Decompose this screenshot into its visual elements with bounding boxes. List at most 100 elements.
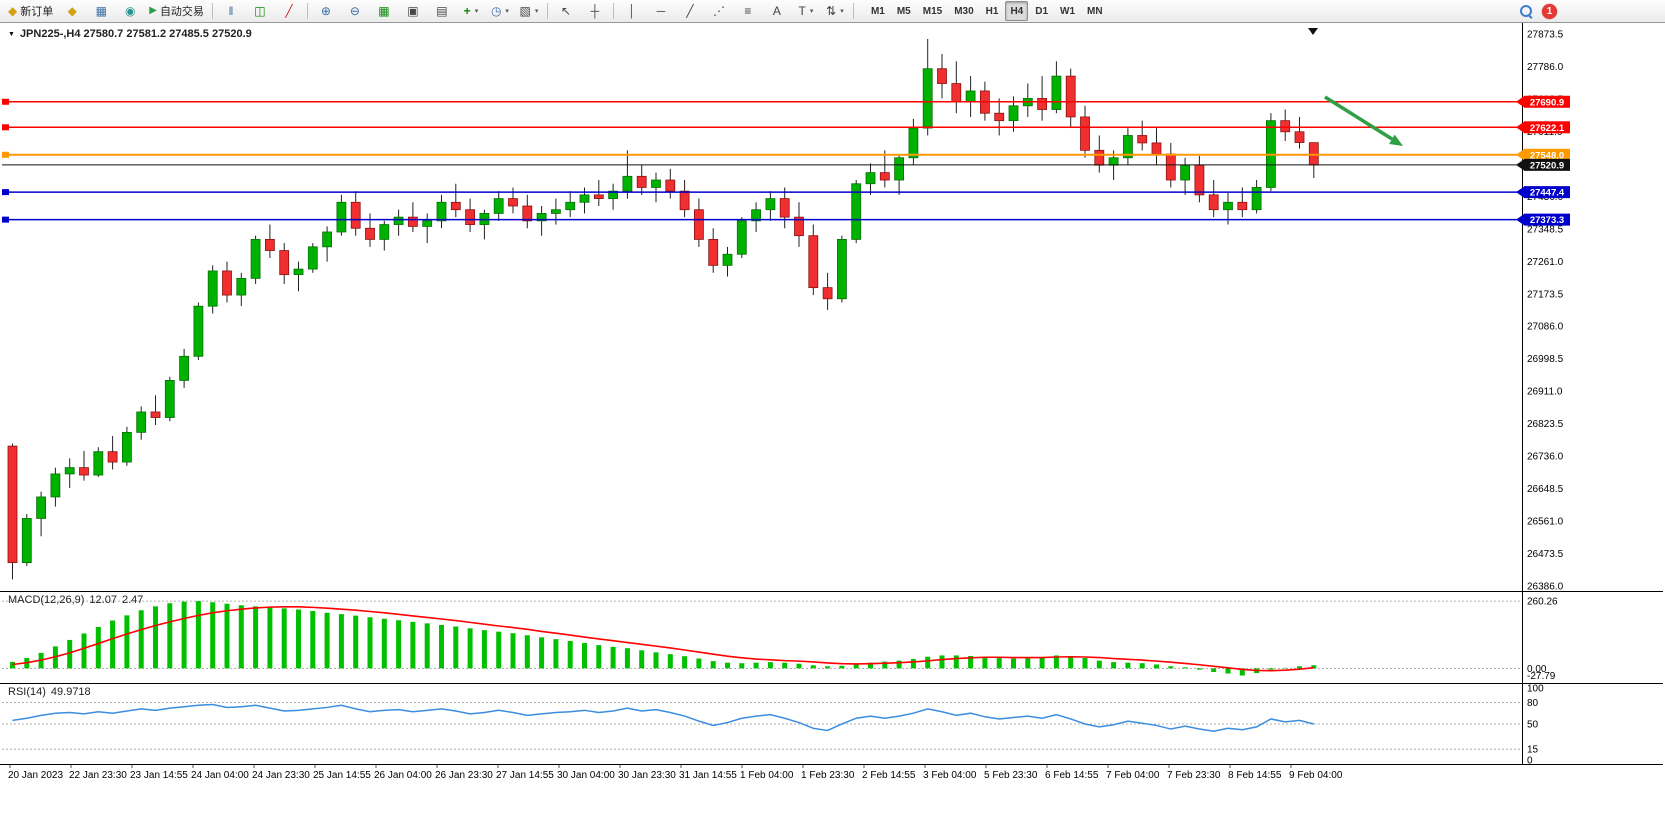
chevron-down-icon: ▾ (840, 8, 844, 15)
data-window-button[interactable]: ▦ (87, 1, 115, 22)
fibonacci-button[interactable]: ≡ (734, 1, 762, 22)
candle-body (665, 179, 676, 192)
time-label: 9 Feb 04:00 (1289, 770, 1343, 781)
candle-body (1180, 164, 1190, 181)
timeframe-m1-button[interactable]: M1 (870, 5, 885, 17)
line-left-marker[interactable] (2, 98, 9, 105)
symbol-ohlc-text: JPN225-,H4 27580.7 27581.2 27485.5 27520… (19, 28, 252, 40)
rsi-scale-label: 100 (1527, 684, 1544, 695)
timeframe-h1-button[interactable]: H1 (985, 5, 999, 17)
templates-button[interactable]: ▧ ▾ (515, 1, 543, 22)
line-left-marker[interactable] (2, 151, 9, 158)
candle-body (407, 216, 418, 227)
time-label: 25 Jan 14:55 (313, 770, 371, 781)
cascade-windows-button[interactable]: ▣ (399, 1, 427, 22)
time-label: 6 Feb 14:55 (1045, 770, 1099, 781)
candle-body (879, 172, 890, 181)
candle-body (250, 238, 261, 279)
candle-body (1080, 116, 1090, 151)
zoom-out-button[interactable]: ⊖ (341, 1, 369, 22)
vertical-line-icon: │ (628, 4, 636, 18)
arrows-tool-button[interactable]: ⇅ ▾ (821, 1, 849, 22)
candle-body (522, 205, 533, 222)
macd-signal-line (12, 606, 1314, 672)
timeframe-m30-button[interactable]: M30 (954, 5, 974, 17)
autotrading-button[interactable]: ▶ 自动交易 (145, 1, 208, 22)
timeframe-mn-button[interactable]: MN (1087, 5, 1103, 17)
arrow-annotation-shaft[interactable] (1324, 95, 1393, 141)
chevron-down-icon: ▾ (505, 8, 509, 15)
new-order-icon: ◆ (8, 4, 18, 18)
candle-body (736, 220, 747, 255)
candle-body (865, 172, 876, 185)
rsi-scale-label: 0 (1527, 756, 1533, 767)
candle-body (651, 179, 661, 188)
periods-button[interactable]: ◷ ▾ (486, 1, 514, 22)
price-badge (1524, 158, 1570, 171)
channel-button[interactable]: ⋰ (705, 1, 733, 22)
candle-body (636, 175, 647, 188)
label-tool-button[interactable]: T ▾ (792, 1, 820, 22)
candle-body (694, 209, 704, 240)
line-chart-button[interactable]: ╱ (275, 1, 303, 22)
arrange-windows-button[interactable]: ▤ (428, 1, 456, 22)
trendline-button[interactable]: ╱ (676, 1, 704, 22)
arrow-annotation-head[interactable] (1389, 134, 1403, 146)
market-watch-button[interactable]: ◆ (58, 1, 86, 22)
market-watch-icon: ◆ (67, 4, 77, 18)
candle-body (207, 270, 218, 307)
notification-badge[interactable]: 1 (1542, 3, 1557, 19)
chart-canvas[interactable]: 27873.527786.027698.527611.027523.527436… (0, 23, 1665, 835)
text-tool-button[interactable]: A (763, 1, 791, 22)
candle-body (122, 431, 132, 463)
crosshair-button[interactable]: ┼ (581, 1, 609, 22)
timeframe-w1-button[interactable]: W1 (1060, 5, 1076, 17)
price-badge-label: 27520.9 (1530, 160, 1564, 171)
candle-body (937, 68, 947, 84)
price-badge-arrow (1516, 214, 1524, 226)
candle-body (436, 201, 447, 222)
cursor-icon: ↖ (560, 4, 571, 18)
cursor-button[interactable]: ↖ (552, 1, 580, 22)
candlestick-chart-button[interactable]: ◫ (246, 1, 274, 22)
price-tick-label: 27348.5 (1527, 224, 1564, 235)
navigator-button[interactable]: ◉ (116, 1, 144, 22)
candle-body (536, 213, 547, 222)
candle-body (794, 216, 804, 237)
indicators-button[interactable]: + ▾ (457, 1, 485, 22)
chart-shift-marker[interactable] (1308, 28, 1318, 35)
candle-body (393, 216, 404, 225)
tile-windows-button[interactable]: ▦ (370, 1, 398, 22)
candle-body (565, 201, 576, 211)
candle-body (751, 209, 761, 222)
time-label: 1 Feb 23:30 (801, 770, 855, 781)
zoom-in-button[interactable]: ⊕ (312, 1, 340, 22)
candle-body (994, 112, 1005, 122)
timeframe-m15-button[interactable]: M15 (922, 5, 943, 17)
price-badge-arrow (1516, 159, 1524, 171)
label-tool-icon: T (798, 4, 806, 18)
candle-body (7, 445, 18, 564)
toolbar-separator (546, 3, 548, 19)
zoom-out-icon: ⊖ (349, 4, 360, 18)
vertical-line-button[interactable]: │ (618, 1, 646, 22)
line-left-marker[interactable] (2, 189, 9, 196)
bar-chart-button[interactable]: ‖ (217, 1, 245, 22)
collapse-icon[interactable]: ▼ (8, 30, 15, 38)
timeframe-m5-button[interactable]: M5 (896, 5, 911, 17)
candle-body (808, 235, 819, 289)
horizontal-line-button[interactable]: ─ (647, 1, 675, 22)
timeframe-h4-button[interactable]: H4 (1005, 1, 1029, 21)
candle-body (1165, 153, 1176, 181)
new-order-label: 新订单 (20, 6, 54, 18)
timeframe-d1-button[interactable]: D1 (1035, 5, 1049, 17)
price-badge (1524, 186, 1570, 199)
template-icon: ▧ (519, 4, 531, 18)
chart-window: 27873.527786.027698.527611.027523.527436… (0, 23, 1665, 835)
candle-body (1251, 187, 1262, 211)
search-button[interactable] (1518, 3, 1534, 19)
line-left-marker[interactable] (2, 124, 9, 131)
line-left-marker[interactable] (2, 216, 9, 223)
candle-body (1137, 135, 1148, 144)
new-order-button[interactable]: ◆ 新订单 (4, 1, 57, 22)
